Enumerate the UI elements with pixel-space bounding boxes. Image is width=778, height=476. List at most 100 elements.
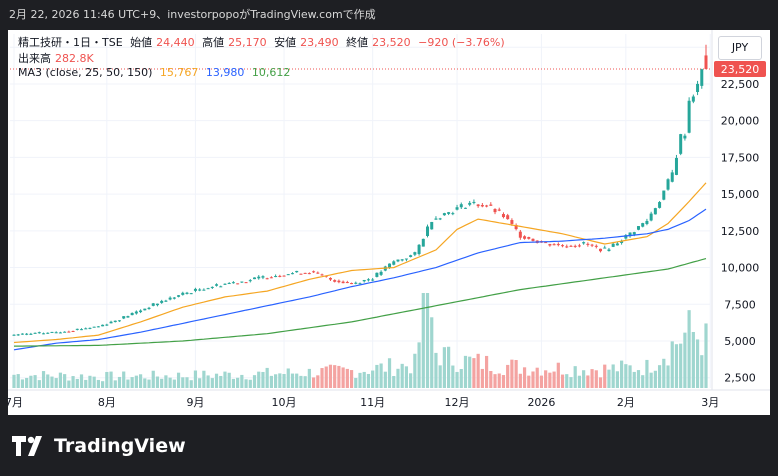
candle-body [569,245,573,247]
volume-bar [185,377,189,388]
volume-bar [130,377,134,388]
volume-bar [501,375,506,388]
volume-bar [514,360,518,388]
candle-body [670,172,674,182]
candle-body [358,283,362,285]
volume-bar [594,370,598,388]
candle-body [286,274,290,276]
caption-text: 2月 22, 2026 11:46 UTC+9、investorpopoがTra… [9,8,376,21]
candle-body [58,332,62,334]
volume-bar [41,371,46,388]
candle-body [603,247,607,249]
volume-bar [244,379,248,388]
volume-bar [278,373,282,388]
candle-body [501,214,505,218]
volume-bar [700,355,704,388]
volume-bar [620,360,624,388]
candle-body [16,334,20,336]
candle-body [442,213,446,216]
candle-body [400,259,404,261]
volume-bar [189,380,193,388]
chart-area[interactable]: 23,52025,00022,50020,00017,50015,00012,5… [8,30,770,415]
volume-bar [590,369,594,388]
candle-body [139,310,143,313]
volume-bar [324,366,328,388]
candle-body [615,243,619,246]
candle-body [548,244,552,246]
volume-bar [586,375,590,388]
candle-body [50,331,54,333]
volume-bar [400,363,404,388]
low-value: 23,490 [300,36,339,49]
candle-body [514,225,518,230]
price-chart[interactable]: 23,52025,00022,50020,00017,50015,00012,5… [8,30,770,415]
candle-body [421,238,425,247]
candle-body [143,308,147,311]
candle-body [307,273,311,275]
volume-bar [666,365,670,388]
candle-body [565,246,569,248]
volume-bar [430,317,434,388]
candle-body [92,326,96,328]
candle-body [350,283,354,285]
volume-bar [134,375,138,388]
candle-body [354,282,358,284]
y-tick-label: 22,500 [721,78,760,91]
volume-bar [539,375,544,388]
volume-bar [143,378,147,388]
candle-body [316,272,320,274]
candle-body [155,303,159,306]
volume-bar [96,379,100,388]
volume-bar [560,374,565,388]
y-tick-label: 5,000 [724,335,756,348]
candle-body [236,283,240,285]
volume-bar [299,375,303,388]
symbol-label[interactable]: 精工技研・1日・TSE [18,36,123,49]
volume-bar [396,368,400,388]
candle-body [168,297,172,300]
volume-bar [206,375,210,388]
y-tick-label: 10,000 [721,262,760,275]
volume-bar [358,372,362,388]
candle-body [463,207,467,209]
volume-bar [164,375,168,388]
candle-body [417,244,421,254]
candle-body [341,281,345,284]
candle-body [489,204,493,206]
volume-bar [611,364,615,388]
candle-body [181,292,185,295]
candle-body [25,333,29,335]
volume-bar [126,379,130,388]
candle-body [371,279,375,281]
candle-body [278,275,282,277]
candle-body [700,69,704,86]
candle-body [472,201,476,203]
y-tick-label: 7,500 [724,298,756,311]
candle-body [493,208,497,213]
candle-body [426,226,430,237]
candle-body [497,209,501,211]
brand[interactable]: TradingView [12,431,186,461]
candle-body [379,271,383,275]
ma-label[interactable]: MA3 (close, 25, 50, 150) [18,66,153,79]
volume-bar [261,371,265,388]
candle-body [641,223,645,227]
candle-body [215,284,219,286]
ma25-value: 15,767 [159,66,199,79]
candle-body [101,324,105,327]
candle-body [88,327,92,329]
candle-body [210,286,214,288]
candle-body [611,243,615,247]
volume-bar [20,379,25,388]
candle-body [679,134,683,154]
volume-bar [79,374,84,388]
volume-bar [670,341,674,388]
candle-body [71,331,75,333]
volume-bar [573,366,577,388]
volume-bar [459,369,463,388]
currency-button[interactable]: JPY [718,36,762,60]
volume-bar [674,344,679,388]
volume-bar [58,372,63,388]
volume-label[interactable]: 出来高 [18,52,51,65]
volume-bar [333,365,337,388]
